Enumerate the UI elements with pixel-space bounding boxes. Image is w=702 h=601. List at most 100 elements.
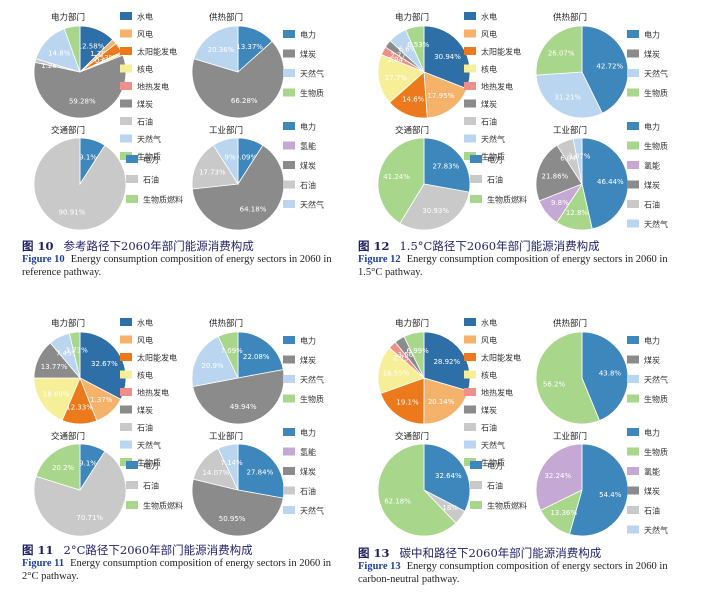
- data-label: 17.73%: [199, 169, 226, 177]
- legend-swatch: [120, 29, 132, 38]
- legend-label: 石油: [481, 117, 497, 127]
- data-label: 27.84%: [247, 469, 274, 477]
- legend-label: 生物质: [481, 458, 505, 468]
- legend-label: 风电: [137, 29, 153, 39]
- caption-text-en: Energy consumption composition of energy…: [358, 254, 668, 278]
- legend-label: 电力: [644, 122, 660, 132]
- legend-swatch: [464, 318, 476, 326]
- legend-swatch: [464, 117, 476, 125]
- data-label: 12.33%: [66, 404, 93, 412]
- legend-label: 石油: [481, 423, 497, 433]
- pie-chart-3: 工业部门 46.44% 12.8% 9.8% 21.86% 6.04%3.07% 电力生物质…: [535, 122, 668, 231]
- legend-label: 电力: [300, 428, 316, 438]
- legend-swatch: [470, 501, 482, 509]
- legend-label: 石油: [143, 481, 159, 491]
- data-label: 9%: [224, 154, 235, 162]
- data-label: 2.94%: [388, 56, 411, 64]
- legend-swatch: [120, 335, 132, 344]
- legend-swatch: [627, 219, 639, 228]
- legend-label: 电力: [487, 461, 503, 471]
- legend-swatch: [464, 423, 476, 431]
- data-label: 12.58%: [78, 43, 105, 51]
- legend-swatch: [464, 99, 476, 108]
- legend-swatch: [283, 49, 295, 58]
- legend-swatch: [627, 467, 639, 475]
- pie-title: 交通部门: [395, 431, 429, 442]
- legend-swatch: [120, 82, 132, 90]
- pie-slice: [377, 54, 425, 104]
- data-label: 20.9%: [201, 362, 224, 370]
- legend-label: 生物质: [644, 141, 668, 151]
- caption-text-en: Energy consumption composition of energy…: [22, 254, 332, 278]
- data-label: 90.91%: [59, 208, 86, 216]
- caption-text-en: Energy consumption composition of energy…: [22, 558, 332, 582]
- legend-swatch: [283, 355, 295, 364]
- pie-slice: [193, 25, 239, 73]
- pie-slice: [535, 144, 583, 202]
- data-label: 2.77%: [390, 52, 413, 60]
- pie-chart-0: 电力部门 28.92% 20.14% 19.1% 16.55% 2.75%3.56%6.9…: [377, 318, 521, 468]
- pie-slice: [377, 347, 425, 394]
- legend-label: 煤炭: [300, 355, 316, 365]
- figure-number-zh: 图 13: [358, 546, 390, 560]
- legend-swatch: [120, 134, 132, 143]
- legend-label: 核电: [481, 370, 497, 380]
- legend-label: 生物质: [300, 394, 324, 404]
- legend-swatch: [283, 428, 295, 436]
- legend-label: 太阳能发电: [481, 353, 521, 363]
- legend-swatch: [464, 12, 476, 20]
- legend-label: 煤炭: [137, 99, 153, 109]
- legend-swatch: [283, 467, 295, 475]
- legend-swatch: [627, 336, 639, 344]
- legend-label: 氢能: [300, 141, 316, 151]
- legend-swatch: [627, 161, 639, 169]
- data-label: 32.67%: [91, 360, 118, 368]
- data-label: 9.09%: [235, 154, 258, 162]
- data-label: 19.1%: [396, 398, 419, 406]
- legend-label: 天然气: [644, 375, 668, 385]
- pie-slice: [581, 137, 629, 230]
- pie-slice: [217, 331, 239, 379]
- legend-label: 电力: [644, 336, 660, 346]
- data-label: 32.24%: [544, 472, 571, 480]
- legend-label: 核电: [481, 64, 497, 74]
- legend-swatch: [464, 335, 476, 344]
- pie-title: 供热部门: [553, 12, 587, 23]
- data-label: 9.1%: [79, 460, 97, 468]
- data-label: 1.78%: [90, 50, 113, 58]
- data-label: 13.37%: [236, 43, 263, 51]
- legend-label: 电力: [143, 155, 159, 165]
- figure-number-zh: 图 12: [358, 239, 390, 253]
- legend-label: 核电: [137, 370, 153, 380]
- data-label: 3.53%: [93, 54, 116, 62]
- data-label: 27.83%: [433, 163, 460, 171]
- pie-chart-0: 电力部门 32.67% 11.37%12.33% 18.69% 13.77% 7.45%3…: [33, 318, 177, 468]
- data-label: 32.64%: [435, 472, 462, 480]
- data-label: 30.93%: [422, 207, 449, 215]
- figure-13-chart: 电力部门 28.92% 20.14% 19.1% 16.55% 2.75%3.56%6.9…: [377, 318, 668, 537]
- legend-swatch: [464, 440, 476, 449]
- figure-number-zh: 图 11: [22, 543, 54, 557]
- data-label: 13.36%: [550, 509, 577, 517]
- data-label: 9.1%: [79, 154, 97, 162]
- pie-chart-0: 电力部门12.58%1.78%3.53%0.69%59.28%1.28%14.8…: [33, 12, 177, 162]
- legend-swatch: [627, 200, 639, 208]
- pie-slice: [535, 331, 600, 425]
- legend-swatch: [464, 353, 476, 361]
- pie-slice: [380, 377, 425, 425]
- data-label: 16.55%: [383, 370, 410, 378]
- legend-label: 电力: [300, 122, 316, 132]
- legend-swatch: [126, 195, 138, 203]
- legend-swatch: [283, 141, 295, 150]
- pie-title: 工业部门: [209, 125, 243, 136]
- pie-slice: [423, 71, 468, 119]
- legend-label: 地热发电: [137, 82, 169, 92]
- legend-label: 生物质: [644, 447, 668, 457]
- data-label: 20.36%: [208, 46, 235, 54]
- caption-title-zh: 1.5°C路径下2060年部门能源消费构成: [399, 239, 600, 253]
- data-label: 30.94%: [434, 53, 461, 61]
